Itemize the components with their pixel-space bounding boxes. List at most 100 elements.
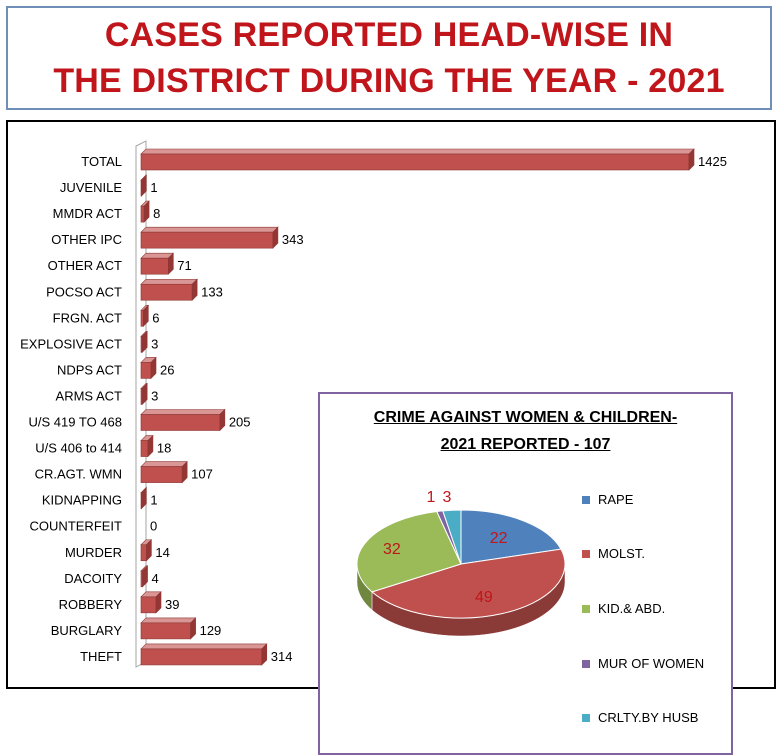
bar-value-label: 4 (152, 571, 159, 586)
bar-value-label: 0 (150, 519, 157, 534)
bar-value-label: 107 (191, 467, 213, 482)
legend-item: RAPE (582, 492, 633, 507)
legend-label: MUR OF WOMEN (598, 656, 704, 671)
bar (141, 410, 225, 431)
bar-front (141, 415, 220, 431)
bar-front (141, 545, 146, 561)
bar-top (141, 644, 267, 649)
bar-value-label: 314 (271, 649, 293, 664)
bar-top (141, 462, 187, 467)
bar (141, 462, 187, 483)
pie-value-label: 3 (443, 489, 452, 506)
category-label: EXPLOSIVE ACT (20, 336, 122, 351)
category-label: DACOITY (64, 571, 122, 586)
bar (141, 436, 153, 457)
legend-label: CRLTY.BY HUSB (598, 710, 698, 725)
pie-chart-box: CRIME AGAINST WOMEN & CHILDREN- 2021 REP… (318, 392, 733, 755)
bar (141, 592, 161, 613)
category-label: POCSO ACT (46, 284, 122, 299)
pie-value-label: 22 (490, 530, 508, 547)
title-line-2: THE DISTRICT DURING THE YEAR - 2021 (53, 58, 724, 104)
bar-front (141, 649, 262, 665)
bar-value-label: 71 (177, 258, 191, 273)
bar-top (141, 279, 197, 284)
pie-tops (357, 510, 565, 618)
bar-value-label: 8 (153, 206, 160, 221)
bar-top (141, 618, 196, 623)
bar-front (141, 232, 273, 248)
category-label: TOTAL (81, 154, 122, 169)
bar (141, 540, 151, 561)
legend-swatch (582, 660, 590, 668)
bar-front (141, 362, 151, 378)
bar-value-label: 133 (201, 284, 223, 299)
bar-value-label: 1 (150, 493, 157, 508)
category-label: ROBBERY (59, 597, 123, 612)
category-label: U/S 406 to 414 (35, 441, 122, 456)
bar-value-label: 39 (165, 597, 179, 612)
bar (141, 253, 173, 274)
bar-front (141, 310, 143, 326)
category-label: COUNTERFEIT (30, 519, 123, 534)
bar-front (141, 258, 168, 274)
legend-item: MOLST. (582, 546, 645, 561)
legend-swatch (582, 605, 590, 613)
bar-front (141, 154, 689, 170)
bar (141, 644, 267, 665)
category-label: OTHER ACT (48, 258, 122, 273)
legend-item: KID.& ABD. (582, 601, 665, 616)
legend-item: MUR OF WOMEN (582, 656, 704, 671)
bar-value-label: 1425 (698, 154, 727, 169)
category-label: KIDNAPPING (42, 493, 122, 508)
bar-front (141, 284, 192, 300)
legend-label: RAPE (598, 492, 633, 507)
category-label: THEFT (80, 649, 122, 664)
bar-top (141, 227, 278, 232)
category-label: OTHER IPC (51, 232, 122, 247)
bar (141, 618, 196, 639)
bar-value-label: 18 (157, 441, 171, 456)
bar-value-label: 343 (282, 232, 304, 247)
pie-value-label: 49 (475, 589, 493, 606)
bar-front (141, 597, 156, 613)
bar (141, 149, 694, 170)
category-label: BURGLARY (51, 623, 123, 638)
legend-label: MOLST. (598, 546, 645, 561)
bar-value-label: 129 (200, 623, 222, 638)
pie-value-label: 32 (383, 541, 401, 558)
category-label: NDPS ACT (57, 362, 122, 377)
bar (141, 227, 278, 248)
bar-top (141, 410, 225, 415)
bar-value-label: 3 (151, 388, 158, 403)
title-box: CASES REPORTED HEAD-WISE IN THE DISTRICT… (6, 6, 772, 110)
pie-value-label: 1 (427, 489, 436, 506)
category-label: FRGN. ACT (53, 310, 122, 325)
legend-swatch (582, 496, 590, 504)
bar-front (141, 623, 191, 639)
category-label: MURDER (65, 545, 122, 560)
bar-value-label: 3 (151, 336, 158, 351)
bar-value-label: 14 (155, 545, 169, 560)
bar (141, 357, 156, 378)
bar-top (141, 149, 694, 154)
bar-value-label: 26 (160, 362, 174, 377)
category-label: ARMS ACT (56, 388, 123, 403)
bar-front (141, 441, 148, 457)
legend-swatch (582, 550, 590, 558)
bar-value-label: 1 (150, 180, 157, 195)
category-label: MMDR ACT (53, 206, 122, 221)
bar-value-label: 6 (152, 310, 159, 325)
bar-front (141, 206, 144, 222)
category-label: CR.AGT. WMN (35, 467, 122, 482)
legend-label: KID.& ABD. (598, 601, 665, 616)
category-label: JUVENILE (60, 180, 122, 195)
category-label: U/S 419 TO 468 (29, 415, 122, 430)
legend-item: CRLTY.BY HUSB (582, 710, 698, 725)
bar-value-label: 205 (229, 415, 251, 430)
title-line-1: CASES REPORTED HEAD-WISE IN (105, 12, 673, 58)
bar-front (141, 467, 182, 483)
legend-swatch (582, 714, 590, 722)
bar (141, 279, 197, 300)
